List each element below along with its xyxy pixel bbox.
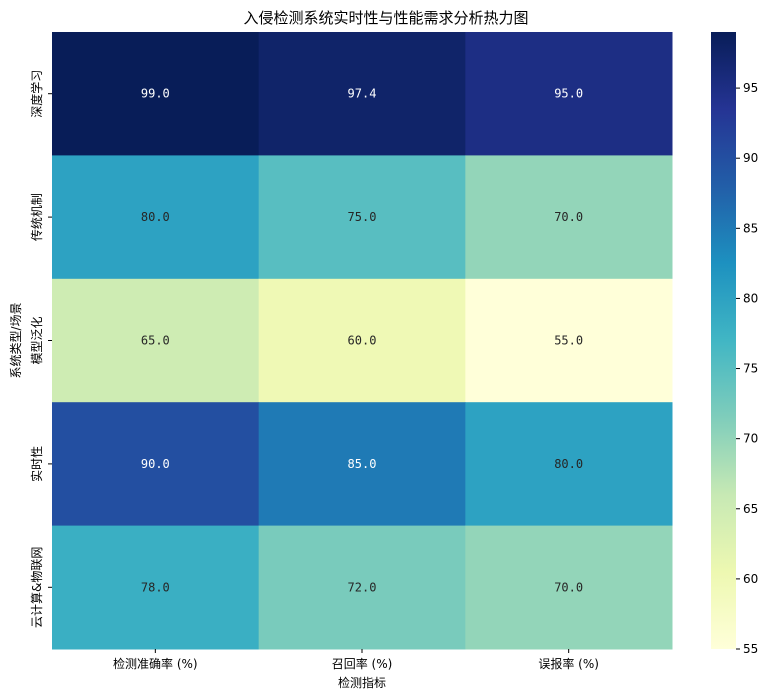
cell-value-label: 75.0	[348, 210, 377, 224]
chart-title: 入侵检测系统实时性与性能需求分析热力图	[243, 9, 528, 27]
heatmap-cell	[52, 155, 260, 280]
heatmap-cell	[258, 278, 466, 403]
colorbar-tick-label: 75	[743, 362, 758, 376]
cell-value-label: 72.0	[348, 580, 377, 594]
cell-value-label: 65.0	[141, 334, 170, 348]
y-tick-label: 深度学习	[29, 70, 44, 118]
heatmap-cell	[465, 155, 673, 280]
heatmap-cell	[465, 278, 673, 403]
colorbar-tick-label: 55	[743, 642, 758, 656]
cell-value-label: 90.0	[141, 457, 170, 471]
colorbar-tick-label: 80	[743, 291, 758, 305]
y-tick-label: 云计算&物联网	[29, 547, 44, 628]
cell-value-label: 60.0	[348, 334, 377, 348]
y-axis-label: 系统类型/场景 模型泛化	[9, 302, 44, 378]
x-axis-ticks: 检测准确率 (%) 召回率 (%) 误报率 (%)	[113, 649, 599, 671]
x-tick-label: 检测准确率 (%)	[113, 656, 198, 671]
heatmap-cell-labels: 99.0 97.4 95.0 80.0 75.0 70.0 65.0 60.0 55.0 90.0…	[141, 87, 583, 595]
cell-value-label: 55.0	[554, 334, 583, 348]
heatmap-cell	[258, 32, 466, 156]
y-axis-label-line: 系统类型/场景	[9, 302, 23, 378]
cell-value-label: 95.0	[554, 87, 583, 101]
colorbar-tick-label: 70	[743, 432, 758, 446]
heatmap-cell	[52, 402, 260, 527]
colorbar-ticks: 55 60 65 70 75 80 85 90 95	[736, 81, 758, 656]
x-axis-label: 检测指标	[338, 675, 386, 690]
heatmap-cells	[52, 32, 673, 650]
colorbar-tick-label: 95	[743, 81, 758, 95]
colorbar-tick-label: 85	[743, 221, 758, 235]
cell-value-label: 99.0	[141, 87, 170, 101]
heatmap-cell	[258, 155, 466, 280]
cell-value-label: 80.0	[141, 210, 170, 224]
heatmap-cell	[465, 32, 673, 156]
heatmap-cell	[52, 32, 260, 156]
heatmap-cell	[465, 525, 673, 650]
heatmap-cell	[258, 402, 466, 527]
y-axis-label-line: 模型泛化	[30, 316, 44, 364]
cell-value-label: 97.4	[348, 87, 377, 101]
y-tick-label: 传统机制	[29, 193, 44, 241]
y-tick-label: 实时性	[29, 446, 44, 482]
heatmap-cell	[258, 525, 466, 650]
colorbar-tick-label: 60	[743, 572, 758, 586]
heatmap-cell	[52, 278, 260, 403]
colorbar	[711, 32, 736, 649]
colorbar-tick-label: 65	[743, 502, 758, 516]
cell-value-label: 70.0	[554, 580, 583, 594]
x-tick-label: 召回率 (%)	[332, 656, 393, 671]
cell-value-label: 80.0	[554, 457, 583, 471]
heatmap-cell	[52, 525, 260, 650]
x-tick-label: 误报率 (%)	[538, 656, 599, 671]
cell-value-label: 70.0	[554, 210, 583, 224]
heatmap-cell	[465, 402, 673, 527]
cell-value-label: 85.0	[348, 457, 377, 471]
colorbar-tick-label: 90	[743, 151, 758, 165]
cell-value-label: 78.0	[141, 580, 170, 594]
